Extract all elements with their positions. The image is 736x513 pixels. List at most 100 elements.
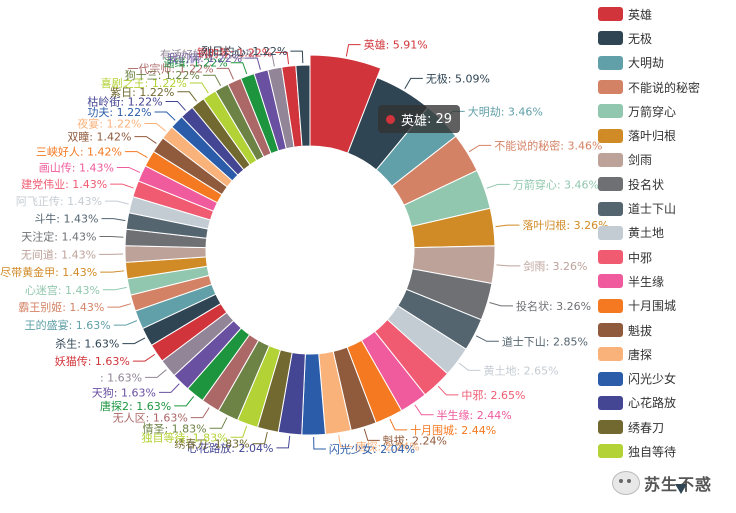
slice-label: 斗牛: 1.43% [34, 212, 98, 226]
label-leader-line [216, 67, 234, 80]
legend-label: 大明劫 [628, 56, 665, 71]
label-leader-line [230, 62, 248, 75]
slice-label: 夜宴: 1.22% [77, 116, 141, 130]
label-leader-line [107, 303, 132, 308]
label-leader-line [414, 404, 434, 416]
legend-item[interactable]: 魁拔 [598, 318, 734, 342]
label-leader-line [260, 54, 275, 67]
legend-label: 道士下山 [628, 202, 677, 217]
legend-swatch [598, 177, 623, 192]
slice-label: 道士下山: 2.85% [502, 334, 588, 348]
legend-label: 唐探 [628, 347, 653, 362]
label-leader-line [496, 264, 521, 267]
label-leader-line [486, 183, 510, 189]
label-leader-line [177, 91, 197, 102]
label-leader-line [363, 428, 380, 441]
slice-label: 紫日: 1.22% [110, 86, 174, 99]
legend-item[interactable]: 万箭穿心 [598, 99, 734, 123]
legend-item[interactable]: 无极 [598, 26, 734, 50]
label-leader-line [134, 136, 157, 144]
slice-label: 半生缘: 2.44% [437, 408, 512, 422]
label-leader-line [125, 151, 148, 158]
label-leader-line [190, 407, 210, 419]
label-leader-line [437, 385, 459, 396]
legend-item[interactable]: 道士下山 [598, 196, 734, 220]
legend-swatch [598, 250, 623, 265]
slice-label: 喜剧之王: 1.22% [101, 76, 187, 90]
legend-item[interactable]: 不能说的秘密 [598, 75, 734, 99]
label-leader-line [389, 418, 408, 431]
legend-item[interactable]: 闪光少女 [598, 366, 734, 390]
legend-item[interactable]: 唐探 [598, 342, 734, 366]
label-leader-line [489, 302, 513, 307]
donut-slice[interactable] [309, 54, 382, 154]
label-leader-line [132, 353, 156, 362]
slice-label: 绣春刀: 1.83% [174, 438, 249, 451]
slice-label: 阿飞正传: 1.43% [16, 195, 102, 208]
legend-swatch [598, 395, 623, 410]
legend-swatch [598, 201, 623, 216]
legend-swatch [598, 152, 623, 167]
slice-label: 黄土地: 2.65% [483, 363, 558, 377]
slice-label: 一代宗师: 1.22% [127, 61, 213, 75]
label-leader-line [209, 417, 228, 429]
legend-page-down-icon[interactable] [675, 484, 687, 494]
legend-label: 黄土地 [628, 226, 665, 241]
legend-swatch [598, 31, 623, 46]
legend-item[interactable]: 大明劫 [598, 51, 734, 75]
legend-item[interactable]: 十月围城 [598, 294, 734, 318]
legend-item[interactable]: 剑雨 [598, 148, 734, 172]
slice-label: 狗十三: 1.22% [125, 68, 200, 82]
label-leader-line [174, 396, 195, 407]
legend-swatch [598, 7, 623, 22]
legend-label: 独自等待 [628, 444, 677, 459]
slice-label: 妖猫传: 1.63% [55, 354, 130, 368]
slice-label: 闪光少女: 2.04% [329, 442, 415, 456]
label-leader-line [165, 100, 186, 111]
legend-label: 绣春刀 [628, 420, 665, 435]
label-leader-line [144, 122, 167, 132]
slice-label: 枯岭街: 1.22% [87, 94, 162, 108]
slice-label: 心迷宫: 1.43% [25, 283, 100, 297]
slice-label: 疯狂的外星人城尽带黄金甲: 1.43% [0, 265, 97, 279]
legend-swatch [598, 444, 623, 459]
legend-item[interactable]: 黄土地 [598, 221, 734, 245]
label-leader-line [468, 144, 492, 153]
label-leader-line [154, 111, 176, 121]
legend-swatch [598, 298, 623, 313]
label-leader-line [103, 286, 127, 291]
slice-label: 大明劫: 3.46% [468, 104, 543, 118]
legend-label: 中邪 [628, 250, 653, 265]
legend-swatch [598, 104, 623, 119]
donut-slice[interactable] [295, 64, 311, 147]
label-leader-line [475, 335, 499, 342]
watermark: 苏生不惑 [612, 466, 734, 500]
legend-label: 剑雨 [628, 153, 653, 168]
legend-item[interactable]: 投名状 [598, 172, 734, 196]
legend-item[interactable]: 半生缘 [598, 269, 734, 293]
legend-item[interactable]: 落叶归根 [598, 123, 734, 147]
wechat-icon [612, 471, 640, 495]
legend-item[interactable]: 心花路放 [598, 391, 734, 415]
legend-item[interactable]: 中邪 [598, 245, 734, 269]
legend-label: 魁拔 [628, 323, 653, 338]
chart-legend: 英雄 无极大明劫不能说的秘密 万箭穿心落叶归根剑雨投名状道士下山黄土地中邪半生缘 十月… [598, 2, 734, 472]
slice-label: 无极: 5.09% [426, 71, 490, 85]
slice-label: 十月围城: 2.44% [410, 423, 496, 437]
slice-label: 通缉: 1.22% [164, 57, 228, 70]
legend-swatch [598, 323, 623, 337]
legend-label: 不能说的秘密 [628, 80, 701, 95]
slice-label: 不能说的秘密: 3.46% [494, 138, 602, 152]
label-leader-line [245, 57, 261, 70]
legend-label: 闪光少女 [628, 372, 677, 387]
legend-label: 心花路放 [628, 396, 677, 411]
label-leader-line [495, 224, 520, 228]
legend-item[interactable]: 绣春刀 [598, 415, 734, 439]
legend-label: 万箭穿心 [628, 104, 677, 119]
label-leader-line [101, 218, 126, 222]
label-leader-line [116, 166, 141, 173]
legend-item[interactable]: 英雄 [598, 2, 734, 26]
slice-label: 烈日灼心: 1.22% [201, 44, 287, 58]
label-leader-line [345, 44, 361, 57]
legend-item[interactable]: 独自等待 [598, 439, 734, 463]
